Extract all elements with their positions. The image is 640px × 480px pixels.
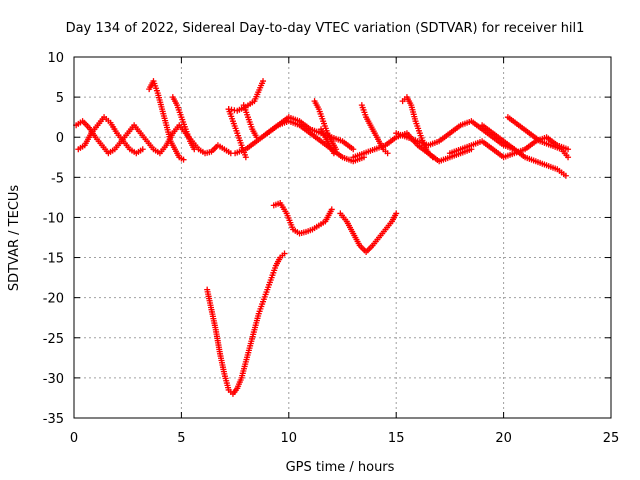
x-tick-label: 5 — [177, 431, 185, 446]
data-point — [281, 250, 288, 257]
data-series — [146, 78, 187, 163]
data-series — [240, 102, 260, 141]
data-series — [270, 200, 335, 237]
y-tick-label: -35 — [43, 412, 64, 427]
y-tick-label: -10 — [43, 211, 64, 226]
x-axis-label: GPS time / hours — [286, 460, 395, 475]
y-tick-label: -20 — [43, 292, 64, 307]
data-series — [169, 94, 198, 153]
y-tick-label: -15 — [43, 252, 64, 267]
y-tick-label: 5 — [56, 91, 64, 106]
chart-title: Day 134 of 2022, Sidereal Day-to-day VTE… — [66, 21, 585, 36]
data-point — [242, 154, 249, 161]
y-tick-label: 0 — [56, 131, 64, 146]
x-tick-label: 20 — [495, 431, 512, 446]
y-axis-label: SDTVAR / TECUs — [7, 185, 22, 292]
data-point — [393, 210, 400, 217]
data-series — [504, 114, 572, 161]
data-series — [204, 250, 288, 397]
plot-frame — [73, 56, 612, 419]
grid-lines — [74, 57, 611, 418]
data-point — [384, 150, 391, 157]
data-point — [180, 156, 187, 163]
x-tick-label: 25 — [603, 431, 620, 446]
y-tick-label: -30 — [43, 372, 64, 387]
data-series — [311, 98, 340, 153]
data-series — [337, 210, 400, 255]
data-series — [479, 122, 569, 179]
data-point — [328, 206, 335, 213]
data-series — [318, 126, 337, 157]
data-series — [232, 118, 367, 165]
data-point — [429, 154, 436, 161]
data-point — [350, 146, 357, 153]
axes: 0 5 10 15 20 25 10 5 0 -5 -10 -15 -20 -25 -30 -35 — [43, 51, 620, 446]
y-tick-label: -5 — [51, 171, 64, 186]
data-point — [260, 78, 267, 85]
data-series — [358, 102, 391, 157]
data-point — [565, 146, 572, 153]
data-point — [139, 146, 146, 153]
data-series — [225, 78, 267, 114]
data-series — [73, 118, 234, 157]
data-points — [73, 78, 572, 397]
y-tick-label: -25 — [43, 332, 64, 347]
data-point — [565, 154, 572, 161]
x-tick-label: 10 — [281, 431, 298, 446]
data-series — [75, 114, 146, 157]
data-series — [350, 130, 475, 165]
data-point — [330, 150, 337, 157]
data-point — [562, 172, 569, 179]
y-tick-label: 10 — [47, 51, 64, 66]
data-series — [393, 118, 518, 153]
data-series — [264, 114, 357, 153]
x-tick-label: 0 — [70, 431, 78, 446]
x-tick-label: 15 — [388, 431, 405, 446]
data-point — [191, 146, 198, 153]
data-series — [399, 94, 436, 161]
